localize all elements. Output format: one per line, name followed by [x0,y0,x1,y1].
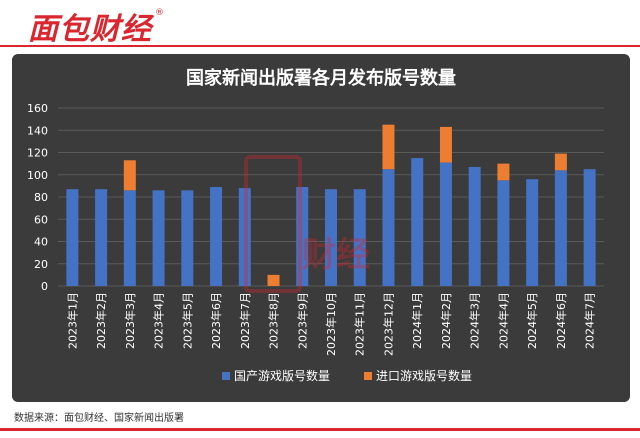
x-tick-label-5: 2023年6月 [209,292,223,349]
y-tick-label-120: 120 [27,147,48,160]
header-divider [0,45,640,47]
y-tick-label-0: 0 [41,280,48,293]
bar-imported-17 [554,153,567,171]
x-tick-label-16: 2024年5月 [525,292,539,349]
bar-chart: 国家新闻出版署各月发布版号数量 0 20 40 60 80 100 120 140 160 2023… [27,67,604,383]
x-tick-label-12: 2024年1月 [410,292,424,349]
bar-domestic-13 [439,162,452,286]
bar-domestic-15 [497,180,510,286]
bar-domestic-16 [526,179,539,286]
bar-domestic-8 [296,186,309,286]
bar-imported-2 [123,160,136,191]
bar-domestic-3 [152,190,165,286]
legend-swatch-0 [222,372,230,380]
bar-imported-15 [497,163,510,181]
bar-domestic-4 [181,190,194,286]
x-tick-label-4: 2023年5月 [180,292,194,349]
y-tick-label-20: 20 [34,258,48,271]
bar-imported-11 [382,124,395,170]
x-tick-label-2: 2023年3月 [123,292,137,349]
y-tick-label-160: 160 [27,102,48,115]
x-tick-label-6: 2023年7月 [238,292,252,349]
x-tick-label-17: 2024年6月 [554,292,568,349]
source-note: 数据来源：面包财经、国家新闻出版署 [14,413,184,424]
x-tick-label-13: 2024年2月 [439,292,453,349]
x-tick-label-3: 2023年4月 [152,292,166,349]
x-tick-label-18: 2024年7月 [583,292,597,349]
x-tick-label-11: 2023年12月 [381,292,395,356]
chart-title: 国家新闻出版署各月发布版号数量 [186,67,456,89]
legend-label-0: 国产游戏版号数量 [234,368,330,383]
x-tick-label-14: 2024年3月 [468,292,482,349]
brand-logo: 面包财经 ® [28,6,164,47]
footer-divider [0,428,640,431]
y-tick-label-60: 60 [34,213,48,226]
y-tick-label-140: 140 [27,124,48,137]
brand-logo-text: 面包财经 [28,12,152,47]
x-tick-label-9: 2023年10月 [324,292,338,356]
x-tick-label-1: 2023年2月 [94,292,108,349]
bar-domestic-6 [238,188,251,286]
bar-domestic-1 [95,189,108,286]
x-tick-label-10: 2023年11月 [353,292,367,356]
bar-domestic-0 [66,189,79,286]
bar-domestic-11 [382,169,395,286]
x-tick-label-7: 2023年8月 [267,292,281,349]
bar-imported-7 [267,274,280,286]
bar-domestic-9 [325,189,337,286]
bar-domestic-10 [353,189,366,286]
bar-domestic-17 [554,170,567,286]
legend-label-1: 进口游戏版号数量 [376,368,472,383]
brand-reg-mark: ® [155,8,164,18]
y-tick-label-40: 40 [34,236,48,249]
y-tick-label-100: 100 [27,169,48,182]
bar-domestic-2 [123,190,136,286]
bar-domestic-18 [583,169,596,286]
x-tick-label-15: 2024年4月 [496,292,510,349]
bar-imported-13 [439,126,452,163]
bar-domestic-14 [468,166,481,286]
bar-domestic-12 [411,158,424,286]
chart-panel: 国家新闻出版署各月发布版号数量 0 20 40 60 80 100 120 140 160 2023… [12,54,630,402]
x-tick-label-8: 2023年9月 [295,292,309,349]
y-tick-label-80: 80 [34,191,48,204]
watermark-logo: 财经 [244,155,370,293]
bar-domestic-5 [210,186,223,286]
x-tick-label-0: 2023年1月 [65,292,79,349]
legend-swatch-1 [364,372,372,380]
